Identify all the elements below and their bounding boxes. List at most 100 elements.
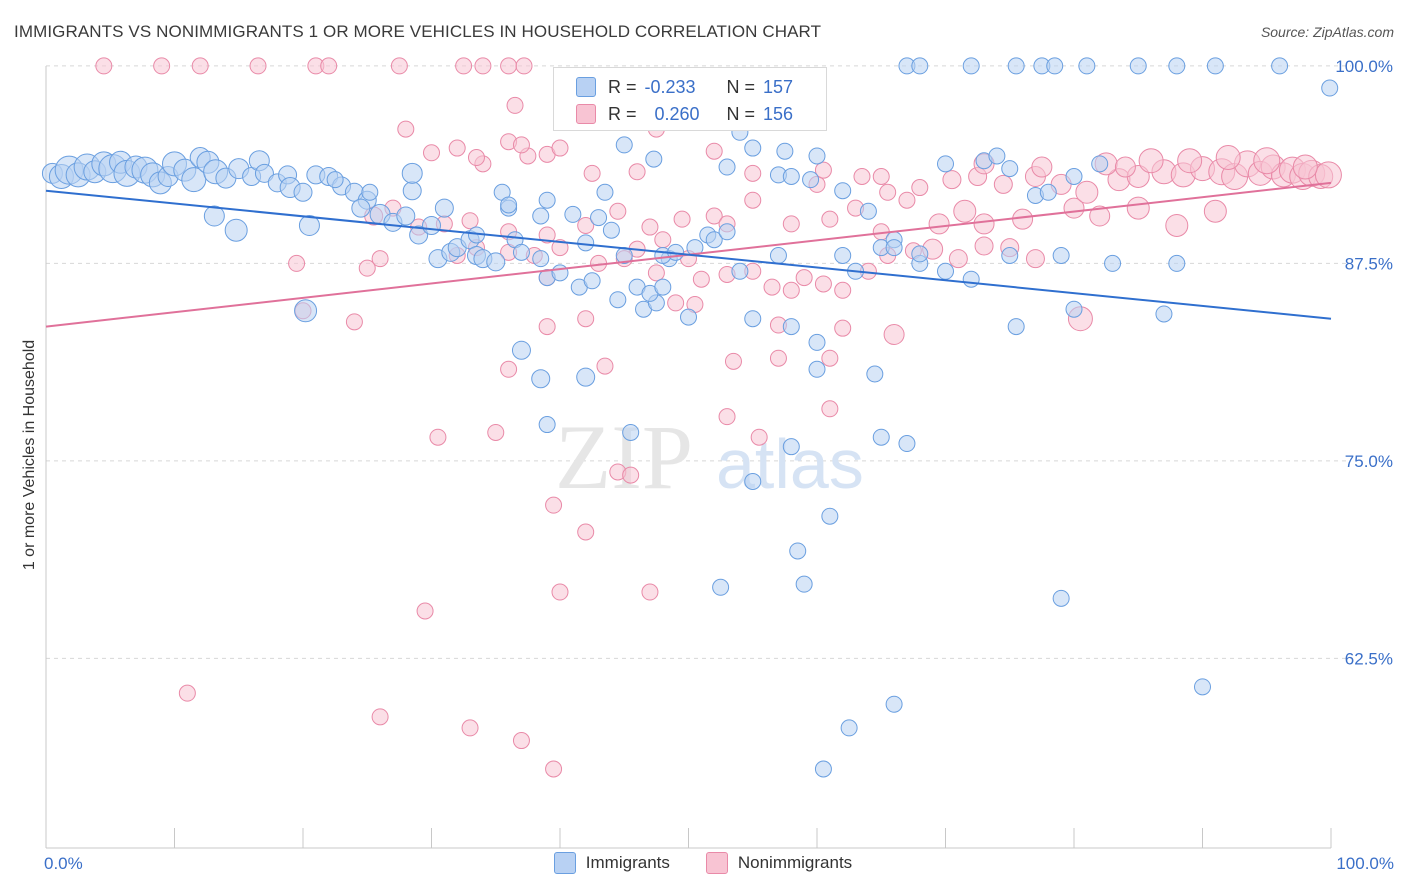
immigrant-point-137 <box>1078 57 1096 75</box>
immigrant-point-81 <box>705 231 723 249</box>
chart-title: IMMIGRANTS VS NONIMMIGRANTS 1 OR MORE VE… <box>14 22 822 41</box>
immigrants-points <box>41 57 1339 778</box>
legend-label-immigrants: Immigrants <box>585 853 670 872</box>
immigrant-point-58 <box>512 243 530 261</box>
nonimmigrant-point-49 <box>551 239 569 257</box>
immigrant-point-78 <box>680 308 697 326</box>
immigrant-point-59 <box>532 250 550 268</box>
nonimmigrant-point-97 <box>1203 199 1227 223</box>
legend-swatch-immigrants <box>553 852 576 874</box>
nonimmigrant-point-66 <box>948 249 968 269</box>
immigrant-point-127 <box>401 162 423 184</box>
immigrant-point-37 <box>298 214 320 236</box>
nonimmigrant-point-77 <box>577 216 595 234</box>
nonimmigrant-point-150 <box>467 149 485 167</box>
nonimmigrants-n-label: N = <box>726 103 756 124</box>
immigrant-point-87 <box>808 333 826 351</box>
nonimmigrant-point-91 <box>973 213 995 235</box>
immigrant-point-35 <box>203 205 225 227</box>
immigrant-point-97 <box>1104 254 1122 272</box>
immigrants-n-value: 157 <box>763 76 794 97</box>
nonimmigrant-point-0 <box>95 57 113 75</box>
immigrant-point-151 <box>782 438 800 456</box>
nonimmigrant-point-34 <box>345 313 363 331</box>
nonimmigrant-point-154 <box>782 281 800 299</box>
legend: Immigrants Nonimmigrants <box>0 852 1406 874</box>
nonimmigrant-point-2 <box>191 57 209 75</box>
immigrant-point-162 <box>814 760 832 778</box>
immigrant-point-132 <box>911 57 929 75</box>
y-axis-label: 1 or more Vehicles in Household <box>21 340 38 570</box>
immigrant-point-117 <box>1001 160 1019 178</box>
immigrant-point-114 <box>937 155 954 173</box>
immigrant-point-148 <box>538 416 556 434</box>
nonimmigrants-r-label: R = <box>608 103 637 124</box>
immigrant-point-85 <box>769 247 787 264</box>
immigrant-point-103 <box>776 142 794 160</box>
immigrant-point-161 <box>840 719 858 737</box>
immigrant-point-145 <box>576 367 596 387</box>
nonimmigrant-point-6 <box>390 57 408 75</box>
immigrant-point-94 <box>962 270 980 288</box>
nonimmigrant-point-84 <box>782 215 800 233</box>
nonimmigrant-point-7 <box>455 57 473 75</box>
nonimmigrant-point-1 <box>153 57 171 75</box>
nonimmigrant-point-17 <box>551 583 569 601</box>
nonimmigrant-point-148 <box>551 139 569 157</box>
immigrant-point-129 <box>538 191 556 209</box>
immigrant-point-84 <box>744 310 762 328</box>
immigrant-point-158 <box>1052 589 1070 607</box>
immigrant-point-160 <box>885 695 903 713</box>
immigrants-r-value: -0.233 <box>644 76 696 97</box>
immigrant-point-43 <box>396 206 416 226</box>
nonimmigrant-point-94 <box>1089 205 1111 227</box>
nonimmigrant-point-99 <box>448 139 466 157</box>
immigrant-point-124 <box>532 207 550 225</box>
nonimmigrant-point-25 <box>718 408 736 426</box>
immigrant-point-61 <box>551 264 569 282</box>
immigrants-n-label: N = <box>726 76 756 97</box>
immigrant-point-39 <box>351 198 371 218</box>
legend-item-immigrants[interactable]: Immigrants <box>553 852 670 874</box>
immigrant-point-116 <box>988 147 1006 165</box>
immigrant-point-46 <box>422 215 441 235</box>
tick-labels: 62.5% 75.0% 87.5% 100.0% 0.0% 100.0% <box>44 57 1394 873</box>
immigrants-stats-swatch <box>576 77 596 97</box>
nonimmigrant-point-95 <box>1126 196 1150 220</box>
nonimmigrant-point-55 <box>692 270 710 288</box>
immigrant-point-82 <box>718 223 736 241</box>
x-tick-label-1: 100.0% <box>1336 854 1394 873</box>
nonimmigrant-point-88 <box>898 191 916 209</box>
immigrant-point-150 <box>744 472 762 490</box>
immigrant-point-156 <box>712 578 730 596</box>
nonimmigrant-point-29 <box>596 357 614 375</box>
nonimmigrant-point-141 <box>1114 156 1136 178</box>
immigrant-point-147 <box>866 365 884 383</box>
nonimmigrant-point-44 <box>371 250 389 268</box>
immigrant-point-66 <box>590 209 608 227</box>
nonimmigrant-point-134 <box>1314 161 1342 189</box>
nonimmigrant-point-115 <box>993 174 1013 194</box>
nonimmigrant-point-110 <box>853 168 871 185</box>
nonimmigrant-point-59 <box>795 269 813 287</box>
immigrant-point-62 <box>564 205 582 223</box>
nonimmigrant-point-145 <box>814 161 832 179</box>
nonimmigrant-point-78 <box>609 202 627 220</box>
immigrant-point-101 <box>1168 254 1186 272</box>
nonimmigrant-point-36 <box>577 310 595 328</box>
trend-lines <box>45 181 1332 328</box>
nonimmigrant-point-12 <box>371 708 389 726</box>
immigrants-r-label: R = <box>608 76 637 97</box>
nonimmigrant-point-108 <box>744 164 762 182</box>
nonimmigrant-point-80 <box>673 210 691 228</box>
nonimmigrant-point-139 <box>1292 154 1318 180</box>
nonimmigrants-r-value: 0.260 <box>654 103 700 124</box>
immigrant-point-121 <box>1091 155 1109 173</box>
legend-item-nonimmigrants[interactable]: Nonimmigrants <box>705 852 852 874</box>
axis-layer <box>45 66 1332 849</box>
immigrant-point-139 <box>1168 57 1186 75</box>
immigrant-point-17 <box>181 167 207 193</box>
nonimmigrant-point-31 <box>769 349 787 367</box>
immigrant-point-96 <box>1052 247 1070 264</box>
